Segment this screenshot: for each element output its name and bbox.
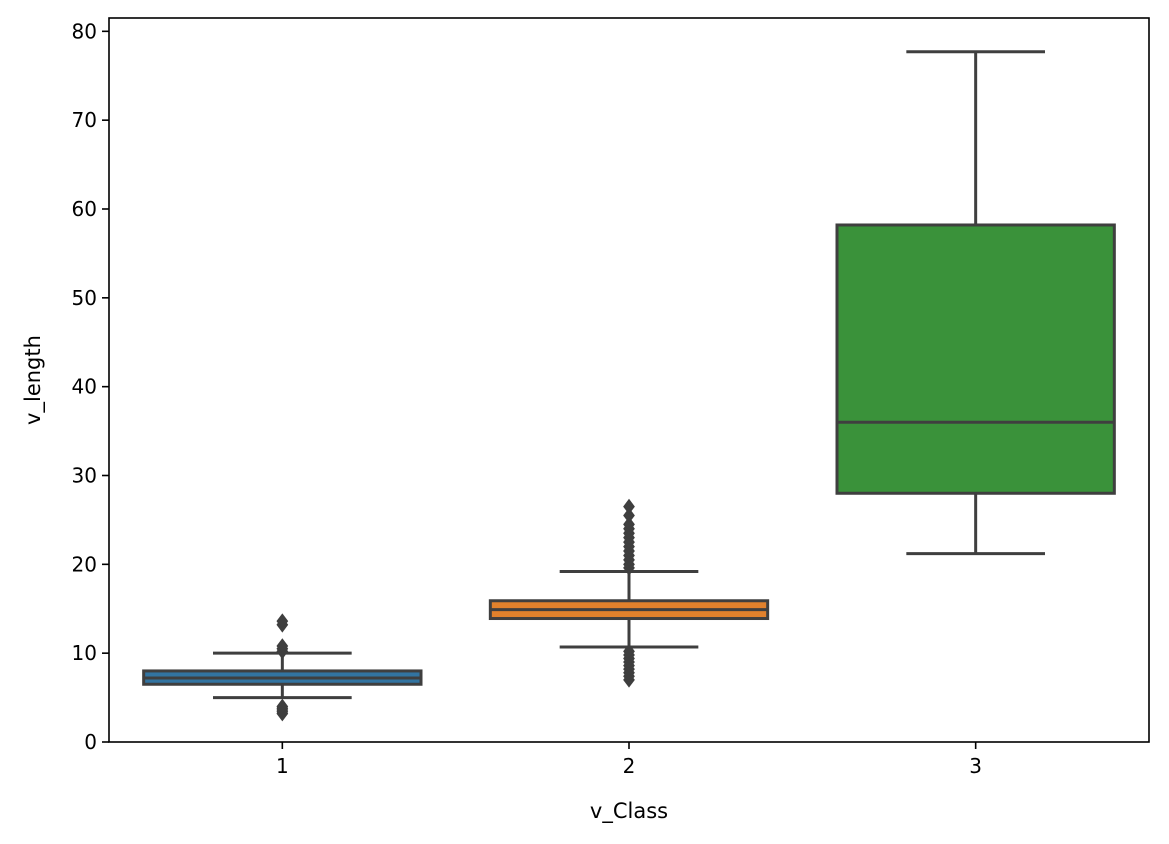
outlier-point xyxy=(623,507,635,524)
x-tick-label: 1 xyxy=(276,754,289,778)
outlier-point xyxy=(623,643,635,660)
boxes-layer xyxy=(142,50,1116,722)
y-tick-label: 50 xyxy=(72,286,97,310)
x-axis: 1 2 3 xyxy=(276,742,982,778)
y-axis-title: v_length xyxy=(21,335,46,425)
y-tick-label: 10 xyxy=(72,641,97,665)
outlier-point xyxy=(276,698,289,715)
box-body xyxy=(835,223,1116,495)
outlier-point xyxy=(276,613,289,630)
x-axis-title: v_Class xyxy=(590,799,668,824)
x-tick-label: 3 xyxy=(969,754,982,778)
outlier-point xyxy=(623,498,635,515)
y-tick-label: 0 xyxy=(84,730,97,754)
box-group-1 xyxy=(142,613,423,722)
box-group-2 xyxy=(488,498,770,688)
x-tick-label: 2 xyxy=(623,754,636,778)
y-tick-label: 60 xyxy=(72,197,97,221)
box-group-3 xyxy=(835,50,1116,556)
outlier-point xyxy=(276,638,289,654)
outlier-point xyxy=(623,516,635,533)
y-tick-label: 20 xyxy=(72,552,97,576)
y-tick-label: 30 xyxy=(72,463,97,487)
y-tick-label: 40 xyxy=(72,375,97,399)
y-axis: 0 10 20 30 40 50 60 70 80 xyxy=(72,19,109,754)
y-tick-label: 80 xyxy=(72,19,97,43)
y-tick-label: 70 xyxy=(72,108,97,132)
